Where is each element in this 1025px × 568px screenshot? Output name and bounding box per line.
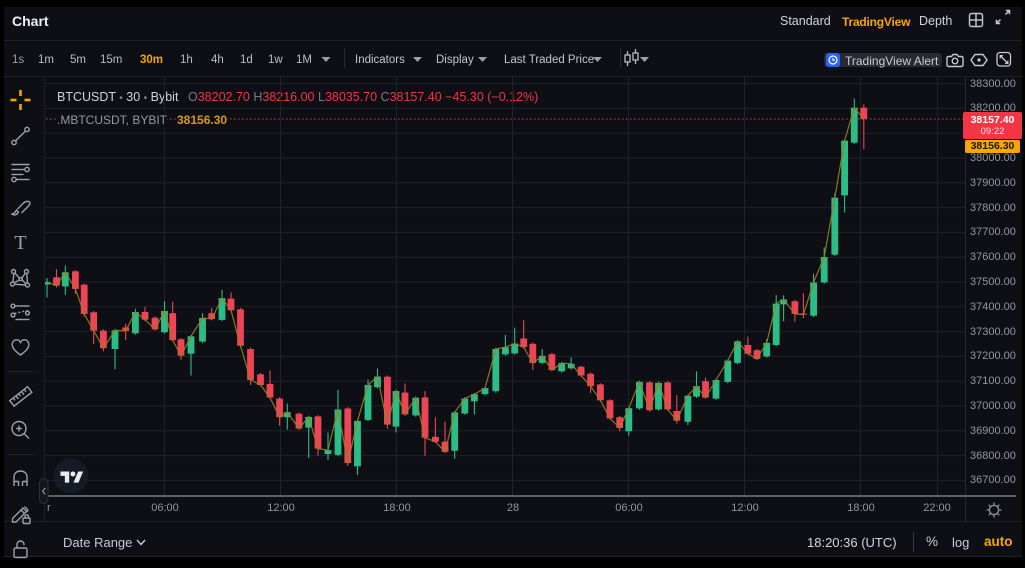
svg-text:T: T: [14, 232, 26, 254]
